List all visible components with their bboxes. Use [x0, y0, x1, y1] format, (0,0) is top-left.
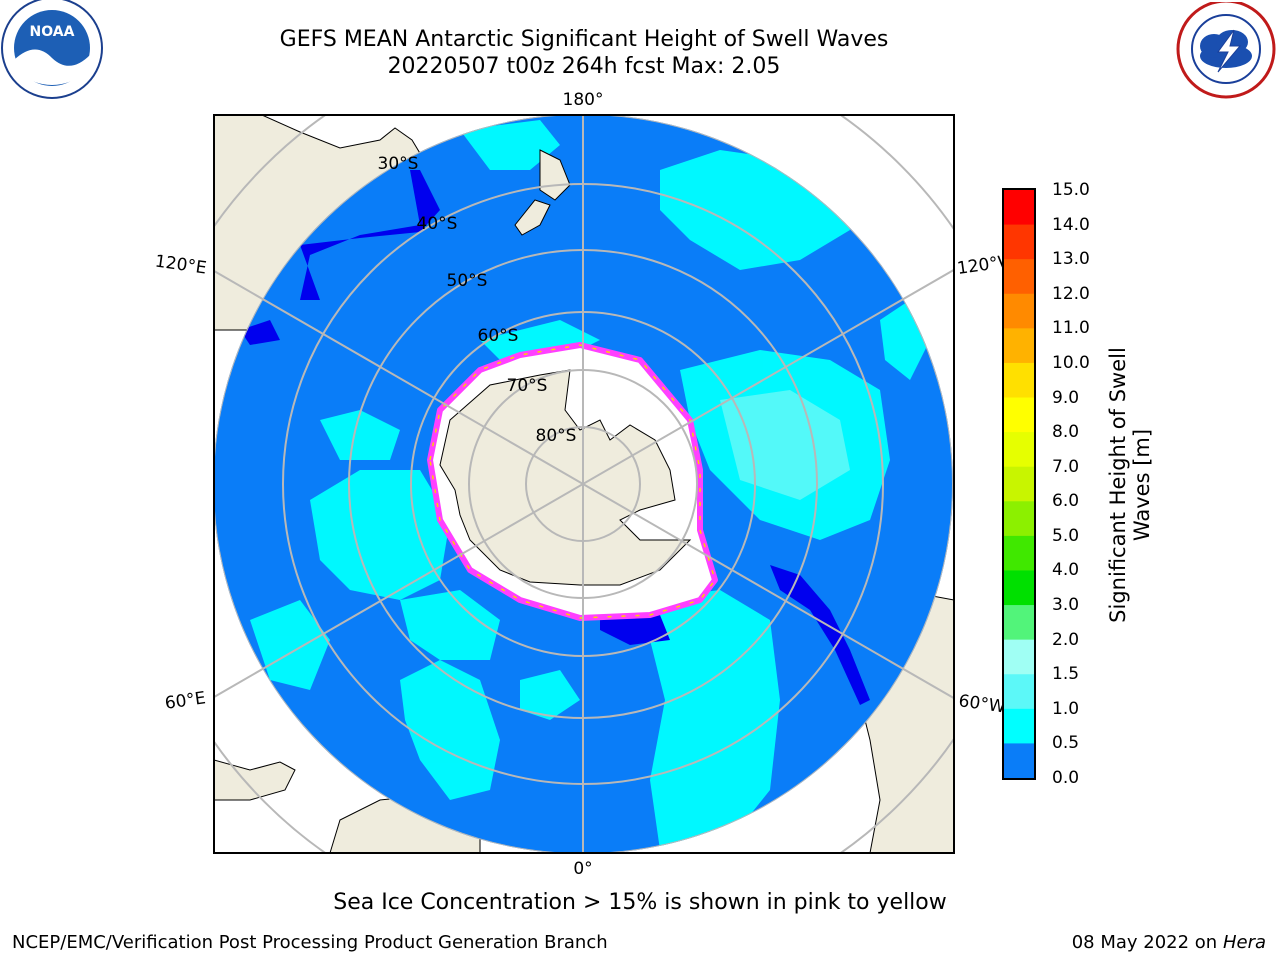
- colorbar-tick-label: 1.0: [1052, 698, 1080, 719]
- colorbar-tick-label: 13.0: [1052, 249, 1090, 270]
- colorbar-cell: [1004, 605, 1034, 641]
- lon-label-0: 0°: [573, 859, 592, 879]
- colorbar-tick-label: 0.0: [1052, 768, 1080, 788]
- colorbar-cell: [1004, 466, 1034, 502]
- map-frame: [213, 114, 955, 854]
- date-stamp: 08 May 2022 on Hera: [1072, 932, 1266, 953]
- lat-label-30s: 30°S: [378, 154, 419, 174]
- colorbar-tick-label: 14.0: [1052, 214, 1090, 235]
- colorbar-tick-label: 2.0: [1052, 629, 1080, 650]
- colorbar-title: Significant Height of Swell Waves [m]: [1106, 347, 1154, 623]
- chart-title: GEFS MEAN Antarctic Significant Height o…: [279, 27, 889, 52]
- colorbar-tick-label: 4.0: [1052, 560, 1080, 581]
- colorbar-tick-label: 1.5: [1052, 664, 1080, 685]
- colorbar-cell: [1004, 293, 1034, 329]
- colorbar-cell: [1004, 190, 1034, 226]
- colorbar-tick-label: 15.0: [1052, 180, 1090, 200]
- colorbar-cell: [1004, 501, 1034, 537]
- date-text: 08 May 2022 on: [1071, 932, 1218, 953]
- colorbar: [1002, 188, 1036, 780]
- lat-label-80s: 80°S: [536, 426, 577, 446]
- colorbar-tick-label: 11.0: [1052, 318, 1090, 339]
- lon-label-180: 180°: [563, 90, 604, 110]
- colorbar-tick-label: 0.5: [1052, 733, 1080, 754]
- colorbar-cell: [1004, 432, 1034, 468]
- lat-label-50s: 50°S: [447, 271, 488, 291]
- lon-label-60w: 60°W: [957, 691, 1006, 717]
- lon-label-120e: 120°E: [154, 252, 208, 279]
- colorbar-cell: [1004, 328, 1034, 364]
- colorbar-tick-label: 7.0: [1052, 456, 1080, 477]
- colorbar-cell: [1004, 743, 1034, 779]
- colorbar-tick-label: 12.0: [1052, 283, 1090, 304]
- colorbar-cell: [1004, 708, 1034, 744]
- lat-label-70s: 70°S: [507, 376, 548, 396]
- colorbar-cell: [1004, 362, 1034, 399]
- colorbar-tick-label: 10.0: [1052, 352, 1090, 373]
- host-name: Hera: [1222, 932, 1266, 953]
- colorbar-tick-label: 3.0: [1052, 595, 1080, 616]
- colorbar-cell: [1004, 639, 1034, 675]
- colorbar-cell: [1004, 674, 1034, 710]
- colorbar-tick-label: 5.0: [1052, 525, 1080, 546]
- colorbar-cell: [1004, 259, 1034, 295]
- colorbar-cell: [1004, 535, 1034, 571]
- colorbar-tick-label: 9.0: [1052, 387, 1080, 408]
- noaa-logo: NOAA: [1, 0, 103, 99]
- colorbar-cell: [1004, 570, 1034, 606]
- colorbar-tick-label: 6.0: [1052, 491, 1080, 512]
- lon-label-60e-visible: 60°E: [164, 688, 207, 713]
- lat-label-60s: 60°S: [478, 326, 519, 346]
- colorbar-cell: [1004, 224, 1034, 260]
- colorbar-tick-label: 8.0: [1052, 422, 1080, 443]
- noaa-logo-text: NOAA: [30, 24, 75, 40]
- sea-ice-note: Sea Ice Concentration > 15% is shown in …: [333, 890, 947, 915]
- chart-subtitle: 20220507 t00z 264h fcst Max: 2.05: [387, 54, 781, 79]
- colorbar-cell: [1004, 397, 1034, 433]
- lat-label-40s: 40°S: [417, 214, 458, 234]
- nws-logo: [1176, 2, 1276, 99]
- credit-line: NCEP/EMC/Verification Post Processing Pr…: [12, 932, 608, 953]
